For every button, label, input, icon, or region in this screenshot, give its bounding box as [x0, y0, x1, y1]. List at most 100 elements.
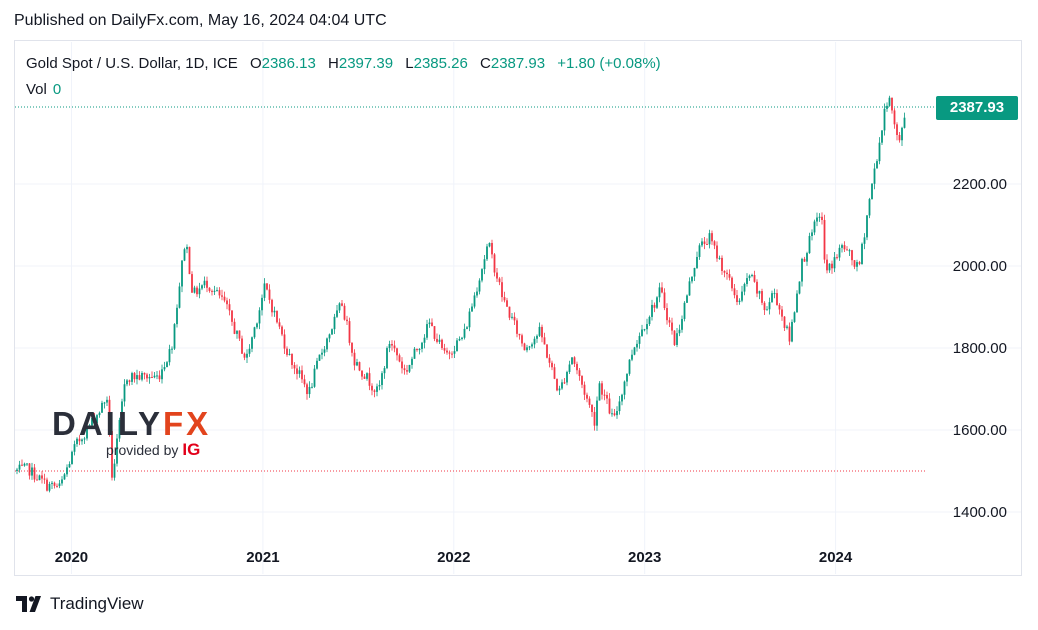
- candle: [576, 361, 578, 375]
- candle: [783, 316, 786, 331]
- candle: [518, 333, 521, 340]
- candle: [556, 378, 558, 392]
- candle: [643, 328, 646, 332]
- candle: [361, 370, 363, 380]
- candle: [636, 339, 638, 352]
- candle: [668, 317, 671, 327]
- chart-frame[interactable]: [14, 40, 1022, 576]
- candle: [328, 333, 331, 343]
- x-tick-label: 2024: [819, 549, 853, 566]
- candle: [711, 230, 713, 245]
- candle: [338, 302, 341, 314]
- candle: [373, 389, 376, 398]
- candle: [498, 277, 501, 286]
- candle: [728, 269, 731, 281]
- legend-close: 2387.93: [490, 55, 546, 72]
- candle: [408, 364, 411, 374]
- candle: [843, 241, 846, 253]
- candle: [363, 373, 366, 380]
- candle: [493, 253, 496, 277]
- candle: [676, 327, 678, 348]
- candle: [98, 411, 101, 418]
- candle: [548, 354, 551, 368]
- candle: [236, 330, 238, 339]
- published-caption: Published on DailyFx.com, May 16, 2024 0…: [14, 12, 387, 29]
- y-tick-label: 1400.00: [953, 504, 1007, 521]
- candle: [33, 463, 36, 483]
- candle: [141, 371, 143, 382]
- candle: [298, 366, 301, 378]
- candle: [613, 409, 616, 417]
- candle: [201, 284, 203, 291]
- candle: [621, 393, 623, 406]
- legend-low-label: L: [405, 55, 414, 72]
- candle: [663, 288, 666, 311]
- candle: [481, 268, 483, 283]
- candle: [853, 259, 856, 270]
- candle: [831, 260, 833, 274]
- legend-vol-label: Vol: [26, 81, 47, 98]
- candle: [533, 336, 536, 349]
- candle: [283, 329, 286, 355]
- candle: [193, 285, 196, 294]
- candle: [108, 395, 111, 437]
- candle: [466, 326, 468, 330]
- candle: [86, 423, 88, 441]
- candle: [136, 369, 138, 385]
- candle: [273, 306, 276, 317]
- candle: [761, 288, 763, 306]
- candle: [793, 311, 796, 323]
- candle: [463, 323, 466, 340]
- candle: [851, 249, 853, 266]
- candle: [631, 349, 633, 362]
- candle: [113, 459, 116, 481]
- candle: [798, 281, 801, 295]
- candle: [496, 268, 498, 283]
- candle: [848, 248, 851, 256]
- candle: [248, 344, 251, 357]
- candle: [653, 302, 656, 313]
- candle: [306, 382, 308, 400]
- candle: [46, 477, 48, 492]
- candle: [568, 360, 571, 375]
- candle: [661, 282, 663, 294]
- candle: [133, 372, 136, 383]
- provided-by-text: provided by: [106, 442, 179, 458]
- legend-close-label: C: [480, 55, 491, 72]
- candle: [176, 304, 178, 328]
- candle: [808, 232, 811, 254]
- candle: [776, 289, 778, 306]
- candle: [123, 379, 126, 407]
- candle: [153, 371, 156, 379]
- legend-volume: Vol 0: [26, 81, 61, 98]
- candle: [261, 294, 263, 316]
- candle: [491, 239, 493, 259]
- candle: [633, 346, 636, 356]
- candle: [806, 251, 808, 266]
- candle: [311, 382, 313, 389]
- candle: [348, 317, 351, 346]
- candle: [216, 287, 218, 292]
- candle: [703, 237, 706, 250]
- candle: [581, 375, 583, 389]
- candle: [88, 423, 91, 428]
- candle: [118, 417, 121, 442]
- candle: [151, 371, 153, 379]
- candle: [68, 461, 71, 468]
- candle: [103, 401, 106, 409]
- candle: [536, 334, 538, 343]
- candle: [763, 301, 766, 316]
- candle: [231, 310, 233, 326]
- candle: [293, 362, 296, 375]
- candle: [393, 340, 396, 353]
- candle: [41, 471, 43, 484]
- tradingview-brand[interactable]: TradingView: [16, 594, 144, 614]
- candle: [318, 354, 321, 362]
- candle: [291, 353, 293, 369]
- candle: [271, 298, 273, 317]
- candle: [331, 328, 333, 335]
- candle: [751, 273, 753, 278]
- candle: [38, 474, 41, 481]
- candle: [453, 345, 456, 358]
